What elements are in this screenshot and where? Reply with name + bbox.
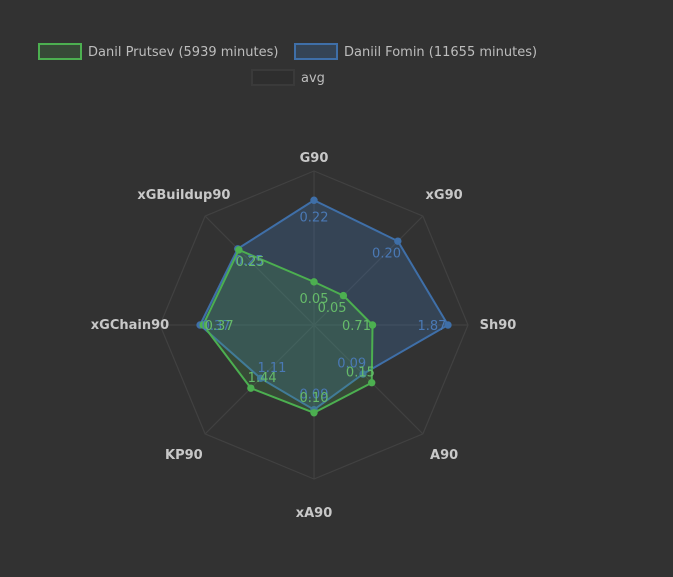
legend-swatch-daniil-fomin[interactable] [294,43,338,60]
grid-spoke-a90 [313,324,424,435]
value-label-danil-prutsev-sh90: 0.71 [342,319,371,334]
value-label-daniil-fomin-xgbuildup90: 0.25 [235,254,264,269]
point-danil-prutsev-kp90[interactable] [247,384,255,392]
axis-label-g90: G90 [300,151,329,166]
point-daniil-fomin-g90[interactable] [310,196,318,204]
point-danil-prutsev-xg90[interactable] [339,291,348,300]
value-label-danil-prutsev-a90: 0.15 [346,365,375,380]
point-danil-prutsev-xgchain90[interactable] [199,321,207,329]
value-label-danil-prutsev-g90: 0.05 [300,292,329,307]
axis-label-xgchain90: xGChain90 [91,318,169,333]
legend-swatch-danil-prutsev[interactable] [38,43,82,60]
axis-label-a90: A90 [430,448,458,463]
value-label-danil-prutsev-xgchain90: 0.37 [205,319,234,334]
axis-labels: G90 xG90 Sh90 A90 xA90 KP90 xGChain90 xGBuildup… [91,151,517,521]
point-danil-prutsev-sh90[interactable] [368,321,377,329]
value-label-danil-prutsev-kp90: 1.44 [248,371,277,386]
point-danil-prutsev-xgbuildup90[interactable] [235,246,243,254]
point-danil-prutsev-xa90[interactable] [310,409,318,417]
legend-label-daniil-fomin[interactable]: Daniil Fomin (11655 minutes) [344,45,537,60]
value-label-daniil-fomin-xgchain90: 0.37 [202,319,231,334]
value-label-daniil-fomin-kp90: 1.11 [257,361,286,376]
legend-label-danil-prutsev[interactable]: Danil Prutsev (5939 minutes) [88,45,278,60]
series-layer [196,196,452,417]
legend-label-avg[interactable]: avg [301,71,325,86]
axis-label-xg90: xG90 [426,188,463,203]
grid-spoke-xgbuildup90 [204,215,315,326]
value-label-danil-prutsev-xa90: 0.10 [300,391,329,406]
point-daniil-fomin-xg90[interactable] [394,237,402,245]
axis-label-sh90: Sh90 [480,318,517,333]
legend: Danil Prutsev (5939 minutes) Daniil Fomin… [38,43,537,86]
value-label-daniil-fomin-xa90: 0.09 [300,388,329,403]
axis-label-xa90: xA90 [296,506,333,521]
value-label-daniil-fomin-a90: 0.09 [337,357,366,372]
point-daniil-fomin-sh90[interactable] [444,321,452,329]
point-daniil-fomin-a90[interactable] [359,370,367,378]
point-danil-prutsev-a90[interactable] [368,379,376,387]
point-danil-prutsev-g90[interactable] [310,278,318,286]
axis-label-xgbuildup90: xGBuildup90 [137,188,230,203]
value-label-daniil-fomin-xg90: 0.20 [372,246,401,261]
value-labels: 0.22 0.20 1.87 0.09 0.09 1.11 0.37 0.25 0.050.05… [202,210,447,406]
value-label-daniil-fomin-sh90: 1.87 [418,319,447,334]
point-daniil-fomin-kp90[interactable] [256,374,265,383]
value-label-danil-prutsev-xg90: 0.05 [318,301,347,316]
axis-label-kp90: KP90 [165,448,203,463]
grid-spoke-xg90 [313,215,424,326]
legend-swatch-avg[interactable] [251,69,295,86]
value-label-daniil-fomin-g90: 0.22 [300,210,329,225]
radar-grid [159,170,469,480]
value-label-danil-prutsev-xgbuildup90: 0.25 [236,255,265,270]
